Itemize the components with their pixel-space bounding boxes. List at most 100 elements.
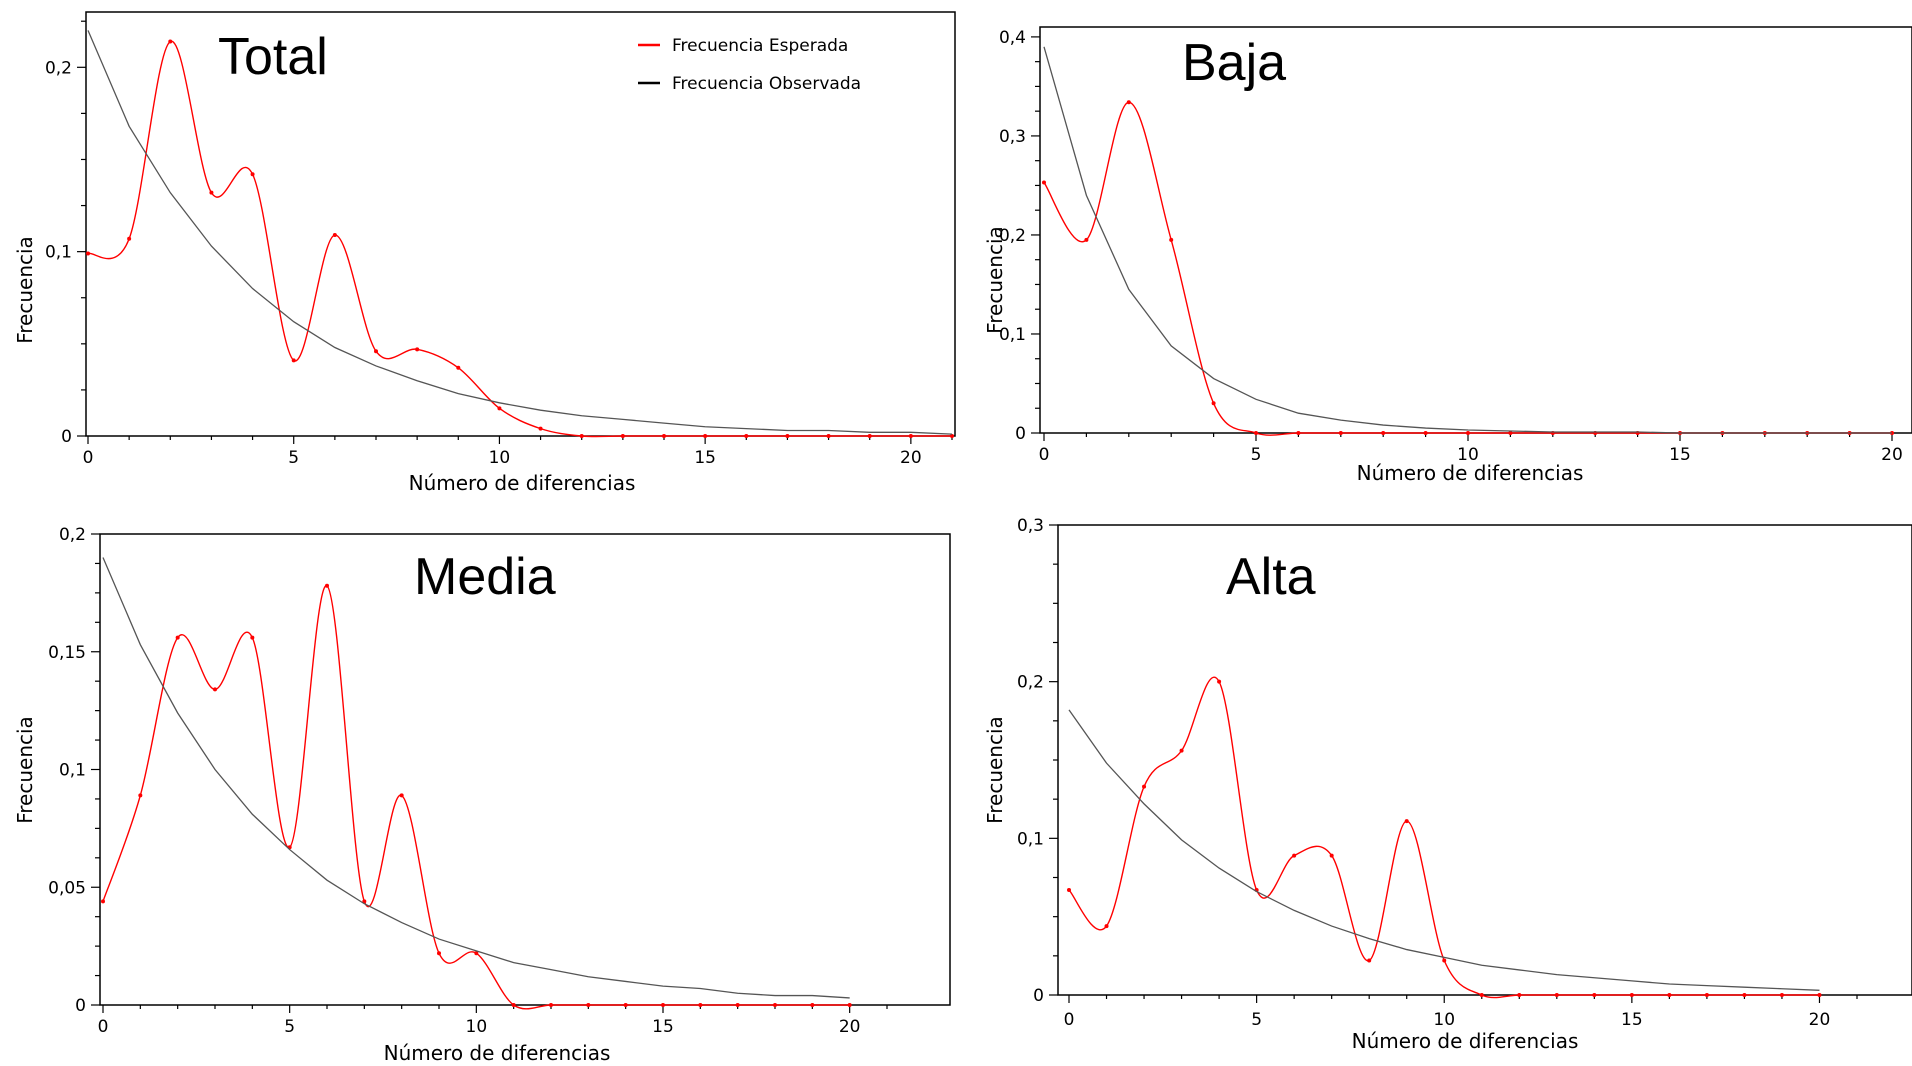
series-line-expected — [87, 40, 952, 438]
data-point-expected — [1554, 993, 1559, 997]
panel-media: 0 0,05 0,1 0,15 0,2 0 5 10 15 20 Número de diferen… — [13, 525, 951, 1065]
x-axis-label: Número de diferencias — [1357, 461, 1584, 485]
data-point-expected — [213, 687, 217, 692]
y-tick-label: 0 — [61, 427, 72, 447]
data-point-expected — [168, 39, 173, 44]
data-point-expected — [474, 951, 479, 956]
data-point-expected — [250, 635, 255, 640]
x-tick-label: 10 — [466, 1017, 488, 1037]
data-point-expected — [1084, 237, 1089, 242]
x-tick-label: 5 — [288, 448, 299, 468]
x-axis-label: Número de diferencias — [384, 1041, 611, 1065]
data-point-expected — [698, 1003, 703, 1007]
x-tick-label: 0 — [1064, 1010, 1075, 1030]
data-point-expected — [86, 251, 90, 256]
plot-frame — [1057, 524, 1912, 996]
data-point-expected — [1067, 888, 1071, 893]
data-point-expected — [1592, 993, 1597, 997]
y-tick-label: 0,3 — [1017, 516, 1044, 536]
data-point-expected — [1466, 431, 1470, 435]
data-point-expected — [773, 1003, 777, 1007]
data-point-expected — [1704, 993, 1709, 997]
y-axis-label: Frecuencia — [13, 236, 37, 344]
data-point-expected — [579, 434, 584, 438]
panel-baja: 0 0,1 0,2 0,3 0,4 0 5 10 15 20 Número de diferenci… — [983, 26, 1912, 485]
data-point-expected — [250, 172, 255, 177]
series-line-expected — [1043, 101, 1892, 436]
data-point-expected — [497, 406, 502, 411]
x-tick-label: 5 — [1251, 1010, 1262, 1030]
y-tick-label: 0,1 — [45, 243, 72, 263]
data-point-expected — [1296, 431, 1301, 435]
x-tick-label: 15 — [652, 1017, 674, 1037]
series-line-observed — [1068, 709, 1820, 991]
panel-alta: 0 0,1 0,2 0,3 0 5 10 15 20 Número de diferencias F… — [983, 516, 1912, 1053]
data-point-expected — [1508, 431, 1513, 435]
x-tick-label: 10 — [1433, 1010, 1455, 1030]
data-point-expected — [1367, 958, 1372, 963]
series-line-observed — [87, 30, 953, 435]
data-point-expected — [1104, 924, 1109, 929]
data-point-expected — [325, 583, 329, 588]
data-point-expected — [456, 365, 461, 370]
data-point-expected — [1423, 431, 1428, 435]
x-tick-label: 15 — [694, 448, 716, 468]
y-tick-label: 0,3 — [999, 127, 1026, 147]
data-point-expected — [538, 426, 543, 431]
legend: Frecuencia Esperada Frecuencia Observada — [638, 36, 861, 94]
data-point-expected — [1126, 100, 1131, 105]
y-tick-label: 0,2 — [999, 226, 1026, 246]
legend-label-expected: Frecuencia Esperada — [672, 36, 848, 56]
data-point-expected — [1042, 180, 1046, 185]
data-point-expected — [703, 434, 708, 438]
data-point-expected — [1779, 993, 1784, 997]
data-point-expected — [1217, 679, 1222, 684]
data-point-expected — [826, 434, 831, 438]
data-point-expected — [1338, 431, 1343, 435]
panel-title: Total — [218, 28, 328, 86]
data-point-expected — [1381, 431, 1386, 435]
x-tick-label: 20 — [839, 1017, 861, 1037]
x-tick-label: 10 — [489, 448, 511, 468]
data-point-expected — [735, 1003, 740, 1007]
data-point-expected — [127, 236, 132, 241]
data-point-expected — [586, 1003, 591, 1007]
data-point-expected — [620, 434, 625, 438]
x-axis-label: Número de diferencias — [409, 471, 636, 495]
series-line-expected — [1068, 676, 1820, 999]
data-point-expected — [332, 233, 337, 238]
data-point-expected — [1211, 401, 1216, 406]
x-tick-label: 0 — [1039, 445, 1050, 465]
y-tick-label: 0,1 — [999, 325, 1026, 345]
data-point-expected — [175, 635, 180, 640]
x-tick-label: 15 — [1669, 445, 1691, 465]
data-point-expected — [511, 1003, 516, 1007]
y-axis-label: Frecuencia — [983, 716, 1007, 824]
data-point-expected — [1479, 993, 1484, 997]
y-tick-label: 0,1 — [59, 761, 86, 781]
data-point-expected — [1329, 853, 1334, 858]
x-tick-label: 10 — [1457, 445, 1479, 465]
data-point-expected — [744, 434, 749, 438]
y-tick-label: 0,05 — [48, 878, 86, 898]
x-axis-label: Número de diferencias — [1352, 1029, 1579, 1053]
panel-title: Media — [414, 548, 556, 606]
data-point-expected — [209, 190, 214, 195]
y-tick-label: 0,2 — [59, 525, 86, 545]
data-point-expected — [1742, 993, 1747, 997]
series-line-expected — [102, 585, 850, 1010]
data-point-expected — [661, 1003, 665, 1007]
y-axis-label: Frecuencia — [983, 226, 1007, 334]
y-axis-label: Frecuencia — [13, 716, 37, 824]
x-tick-label: 5 — [1251, 445, 1262, 465]
data-point-expected — [810, 1003, 815, 1007]
data-point-expected — [950, 434, 954, 438]
y-tick-label: 0,4 — [999, 28, 1026, 48]
panel-title: Baja — [1182, 34, 1286, 92]
data-point-expected — [1667, 993, 1672, 997]
x-tick-label: 20 — [1881, 445, 1903, 465]
y-tick-label: 0,1 — [1017, 829, 1044, 849]
data-point-expected — [374, 349, 378, 354]
data-point-expected — [908, 434, 913, 438]
x-tick-label: 0 — [83, 448, 94, 468]
